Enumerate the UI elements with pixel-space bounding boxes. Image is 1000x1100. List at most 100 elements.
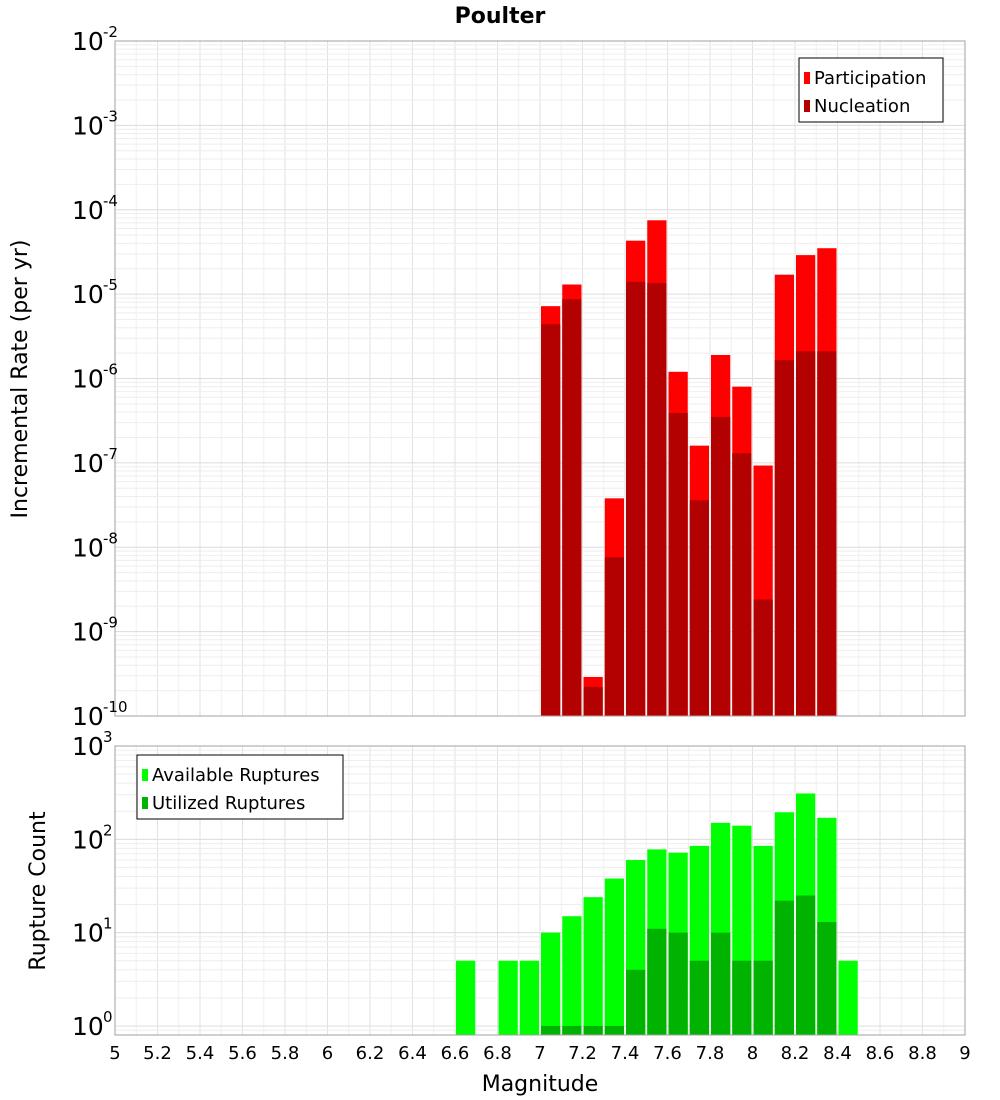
x-tick-label: 6.8 (483, 1043, 512, 1064)
bar (583, 1025, 603, 1035)
grid-lines (114, 41, 966, 717)
bar (647, 283, 667, 716)
bar (562, 1025, 582, 1035)
bar (562, 299, 582, 716)
y-tick-label: 10 (72, 280, 104, 309)
bar (732, 453, 752, 716)
y-tick-label: 10 (72, 618, 104, 647)
bar (562, 916, 582, 1035)
y-tick-label: 10 (72, 732, 104, 761)
y-tick-exponent: 3 (103, 728, 113, 746)
y-tick-exponent: -8 (103, 529, 118, 547)
bar (519, 960, 539, 1035)
legend-label: Nucleation (814, 96, 910, 117)
bar (796, 895, 816, 1035)
legend-label: Utilized Ruptures (152, 793, 305, 814)
x-tick-label: 6.2 (356, 1043, 385, 1064)
x-tick-label: 8 (747, 1043, 758, 1064)
x-tick-labels: 5 5.2 5.4 5.6 5.8 6 6.2 6.4 6.6 6.8 7 7.2 7.4 7.6 7.8 8… (109, 1043, 970, 1064)
series-nucleation (541, 281, 837, 716)
bar (817, 351, 837, 716)
x-tick-label: 7.4 (611, 1043, 640, 1064)
bar (626, 969, 646, 1035)
x-tick-label: 5.4 (186, 1043, 215, 1064)
y-tick-exponent: 2 (103, 821, 113, 839)
legend-label: Participation (814, 68, 926, 89)
bar (774, 360, 794, 716)
y-tick-exponent: -2 (103, 23, 118, 41)
y-tick-label: 10 (72, 825, 104, 854)
y-tick-exponent: -6 (103, 361, 118, 379)
bar (711, 416, 731, 716)
y-tick-exponent: -9 (103, 614, 118, 632)
y-tick-exponent: -3 (103, 107, 118, 125)
y-tick-label: 10 (72, 919, 104, 948)
x-tick-label: 8.2 (781, 1043, 810, 1064)
x-axis-title: Magnitude (482, 1072, 599, 1097)
y-tick-label: 10 (72, 1012, 104, 1041)
y-tick-exponent: 0 (103, 1008, 113, 1026)
y-tick-label: 10 (72, 533, 104, 562)
bar (796, 351, 816, 716)
x-tick-label: 6.6 (441, 1043, 470, 1064)
bar (604, 878, 624, 1035)
bar (498, 960, 518, 1035)
bar (668, 413, 688, 716)
y-tick-exponent: -10 (103, 698, 128, 716)
bar (689, 960, 709, 1035)
y-tick-exponent: 1 (103, 915, 113, 933)
legend: Participation Nucleation (798, 57, 944, 123)
x-tick-label: 7.8 (696, 1043, 725, 1064)
y-tick-label: 10 (72, 27, 104, 56)
legend-swatch (142, 769, 148, 781)
x-tick-label: 9 (959, 1043, 970, 1064)
y-tick-exponent: -4 (103, 192, 118, 210)
plot-border (114, 745, 966, 1036)
legend: Available Ruptures Utilized Ruptures (136, 754, 344, 820)
y-tick-exponent: -5 (103, 276, 118, 294)
x-tick-label: 8.6 (866, 1043, 895, 1064)
chart-title: Poulter (455, 4, 546, 29)
x-tick-label: 6.4 (398, 1043, 427, 1064)
bar (838, 960, 858, 1035)
legend-swatch (142, 797, 148, 809)
bar (647, 928, 667, 1035)
legend-swatch (804, 100, 810, 112)
legend-box (136, 754, 344, 820)
y-tick-label: 10 (72, 196, 104, 225)
bar (541, 1025, 561, 1035)
bar (604, 1025, 624, 1035)
bar (541, 324, 561, 716)
x-tick-label: 7.6 (653, 1043, 682, 1064)
x-tick-label: 7 (534, 1043, 545, 1064)
bar (689, 500, 709, 716)
bar (753, 960, 773, 1035)
bar (583, 897, 603, 1035)
bar (668, 932, 688, 1035)
top-y-axis-title: Incremental Rate (per yr) (8, 240, 33, 519)
plot-border (114, 40, 966, 717)
bar (604, 557, 624, 716)
legend-box (798, 57, 944, 123)
y-tick-label: 10 (72, 111, 104, 140)
y-tick-label: 10 (72, 365, 104, 394)
bar (774, 900, 794, 1035)
bar (626, 281, 646, 716)
x-tick-label: 8.8 (908, 1043, 937, 1064)
bar (753, 599, 773, 716)
x-tick-label: 7.2 (568, 1043, 597, 1064)
y-tick-exponent: -7 (103, 445, 118, 463)
x-tick-label: 5.8 (271, 1043, 300, 1064)
x-tick-label: 5.2 (143, 1043, 172, 1064)
legend-label: Available Ruptures (152, 765, 320, 786)
bar (711, 932, 731, 1035)
bar (541, 932, 561, 1035)
series-utilized-ruptures (541, 895, 837, 1035)
x-tick-label: 5.6 (228, 1043, 257, 1064)
bar (732, 960, 752, 1035)
bottom-y-axis-title: Rupture Count (26, 811, 51, 971)
